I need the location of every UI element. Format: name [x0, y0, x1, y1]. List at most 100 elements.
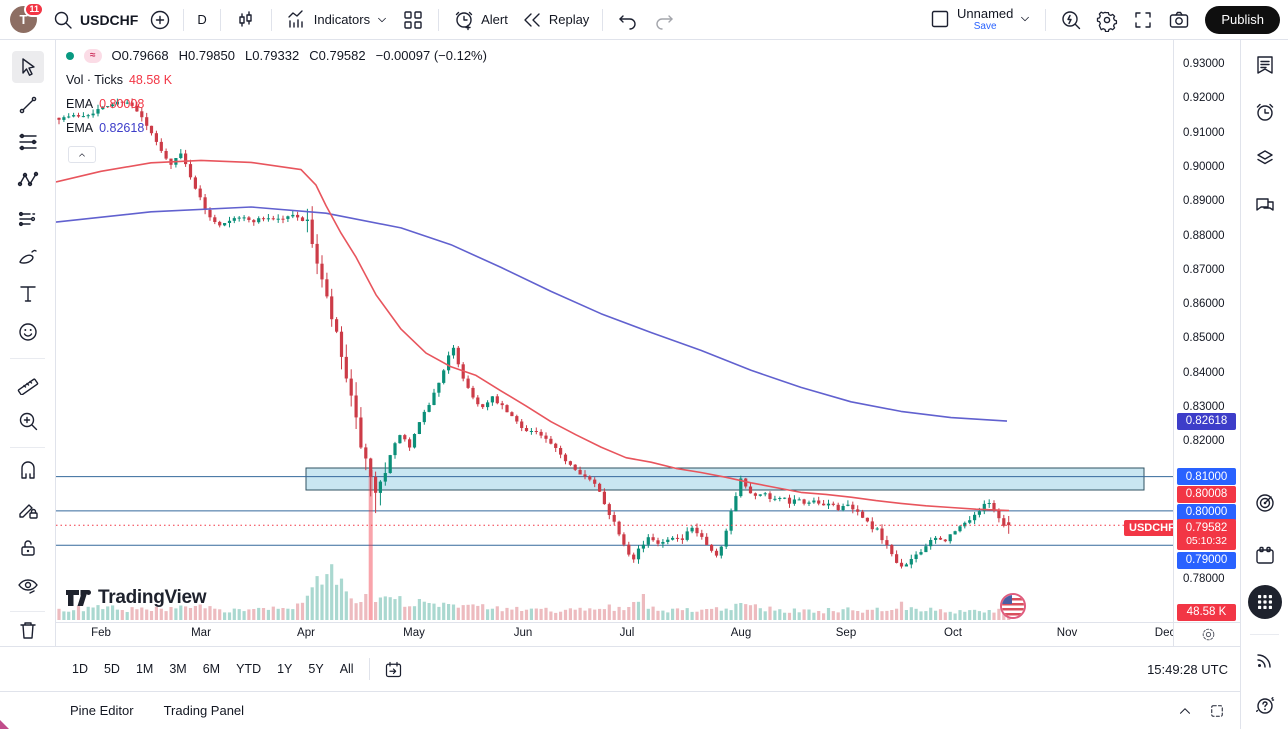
layout-name: Unnamed: [956, 5, 1014, 21]
eye-icon: [17, 579, 38, 594]
add-symbol-icon[interactable]: [148, 8, 172, 32]
replay-button[interactable]: Replay: [514, 4, 595, 36]
time-axis[interactable]: Feb Mar Apr May Jun Jul Aug Sep Oct Nov Dec: [56, 622, 1241, 646]
panel-expand-icon[interactable]: [1176, 702, 1194, 720]
panel-maximize-icon[interactable]: [1208, 702, 1226, 720]
measure-tool-button[interactable]: [12, 367, 44, 399]
smiley-icon: [18, 323, 37, 341]
redo-button[interactable]: [646, 4, 682, 36]
interval-button[interactable]: D: [191, 8, 212, 31]
range-button-3m[interactable]: 3M: [169, 662, 187, 676]
low-value: L0.79332: [245, 48, 300, 63]
layout-select-button[interactable]: Unnamed Save: [922, 3, 1038, 36]
last-price-badge[interactable]: 0.79582 05:10:32: [1177, 519, 1236, 550]
level-079-badge[interactable]: 0.79000: [1177, 551, 1236, 569]
range-button-6m[interactable]: 6M: [202, 662, 221, 676]
pattern-tool-button[interactable]: [12, 164, 44, 196]
layers-icon: [1256, 150, 1273, 165]
price-axis-label: 0.86000: [1183, 298, 1225, 311]
undo-button[interactable]: [610, 4, 646, 36]
price-axis-label: 0.87000: [1183, 263, 1225, 276]
legend-ema-fast-row[interactable]: EMA 0.80008: [66, 95, 491, 112]
chat-button[interactable]: [1253, 193, 1277, 217]
axis-gear-icon[interactable]: [1200, 626, 1217, 643]
user-menu[interactable]: T 11: [10, 2, 44, 33]
alerts-panel-button[interactable]: [1253, 100, 1277, 124]
replay-icon: [524, 12, 540, 27]
help-button[interactable]: [1253, 693, 1277, 717]
divider: [1045, 8, 1047, 31]
camera-icon: [1170, 11, 1189, 28]
quick-search-icon: [1062, 10, 1081, 29]
divider: [602, 8, 604, 31]
more-apps-button[interactable]: [1247, 585, 1282, 619]
range-button-ytd[interactable]: YTD: [236, 662, 262, 676]
watchlist-icon: [1256, 56, 1273, 74]
volume-value: 48.58 K: [128, 72, 173, 87]
publish-button[interactable]: Publish: [1205, 5, 1280, 34]
zoom-in-tool-button[interactable]: [12, 405, 44, 437]
emoji-tool-button[interactable]: [12, 316, 44, 348]
alert-button[interactable]: Alert: [446, 4, 514, 36]
screenshot-button[interactable]: [1161, 4, 1197, 36]
chart-plot-area[interactable]: ≈ O0.79668 H0.79850 L0.79332 C0.79582 −0…: [56, 40, 1173, 622]
range-button-1m[interactable]: 1M: [135, 662, 154, 676]
legend-collapse-button[interactable]: [68, 146, 96, 163]
month-label-jun: Jun: [513, 627, 533, 639]
remove-objects-button[interactable]: [12, 614, 44, 646]
fib-tool-button[interactable]: [12, 126, 44, 158]
indicator-templates-button[interactable]: [395, 4, 431, 36]
volume-axis-badge[interactable]: 48.58 K: [1177, 603, 1236, 621]
divider: [10, 611, 45, 612]
legend-ema-slow-row[interactable]: EMA 0.82618: [66, 119, 491, 136]
axis-settings-corner[interactable]: [1173, 623, 1241, 646]
hide-drawings-button[interactable]: [12, 570, 44, 602]
legend-ohlc-row[interactable]: ≈ O0.79668 H0.79850 L0.79332 C0.79582 −0…: [66, 47, 491, 64]
tab-trading-panel[interactable]: Trading Panel: [163, 703, 245, 718]
trend-line-tool-button[interactable]: [12, 89, 44, 121]
price-axis[interactable]: 0.93000 0.92000 0.91000 0.90000 0.89000 0.880…: [1173, 40, 1241, 622]
calendar-button[interactable]: [1253, 544, 1277, 568]
go-to-date-button[interactable]: [377, 655, 410, 684]
server-clock[interactable]: 15:49:28 UTC: [1147, 661, 1228, 677]
range-button-5y[interactable]: 5Y: [308, 662, 324, 676]
chart-symbol-tag[interactable]: USDCHF: [1124, 520, 1173, 536]
range-button-all[interactable]: All: [339, 662, 354, 676]
level-080-badge[interactable]: 0.80000: [1177, 503, 1236, 521]
volume-label: Vol · Ticks: [66, 72, 123, 87]
text-tool-button[interactable]: [12, 278, 44, 310]
position-tool-button[interactable]: [12, 203, 44, 235]
object-tree-button[interactable]: [1253, 146, 1277, 170]
level-081-badge[interactable]: 0.81000: [1177, 468, 1236, 486]
drawing-mode-button[interactable]: [12, 494, 44, 526]
alarm-clock-icon: [1256, 103, 1273, 121]
candlestick-chart[interactable]: [56, 40, 1173, 622]
brush-tool-button[interactable]: [12, 241, 44, 273]
tab-pine-editor[interactable]: Pine Editor: [70, 703, 134, 718]
time-axis-labels[interactable]: Feb Mar Apr May Jun Jul Aug Sep Oct Nov Dec: [56, 623, 1173, 646]
symbol-search-button[interactable]: USDCHF: [45, 4, 144, 36]
economic-event-us-flag-icon[interactable]: [1000, 593, 1026, 619]
ema-slow-badge[interactable]: 0.82618: [1177, 412, 1236, 430]
ema-fast-badge[interactable]: 0.80008: [1177, 485, 1236, 503]
magnet-tool-button[interactable]: [12, 456, 44, 488]
watchlist-button[interactable]: [1253, 53, 1277, 77]
save-label[interactable]: Save: [973, 21, 997, 33]
range-button-5d[interactable]: 5D: [103, 662, 120, 676]
settings-button[interactable]: [1089, 4, 1125, 36]
grid-layout-icon: [404, 10, 422, 29]
chart-style-button[interactable]: [228, 4, 264, 36]
legend-volume-row[interactable]: Vol · Ticks 48.58 K: [66, 71, 491, 88]
cursor-tool-button[interactable]: [11, 51, 44, 83]
candles-icon: [239, 10, 252, 27]
indicators-button[interactable]: Indicators: [279, 4, 395, 36]
range-button-1y[interactable]: 1Y: [277, 662, 293, 676]
fullscreen-button[interactable]: [1125, 4, 1161, 36]
range-button-1d[interactable]: 1D: [72, 662, 88, 676]
screener-button[interactable]: [1253, 491, 1277, 515]
apps-grid-icon: [1247, 585, 1282, 619]
broadcast-icon: [1256, 654, 1271, 668]
streams-button[interactable]: [1253, 648, 1277, 672]
quick-search-button[interactable]: [1053, 4, 1089, 36]
lock-drawings-button[interactable]: [12, 532, 44, 564]
